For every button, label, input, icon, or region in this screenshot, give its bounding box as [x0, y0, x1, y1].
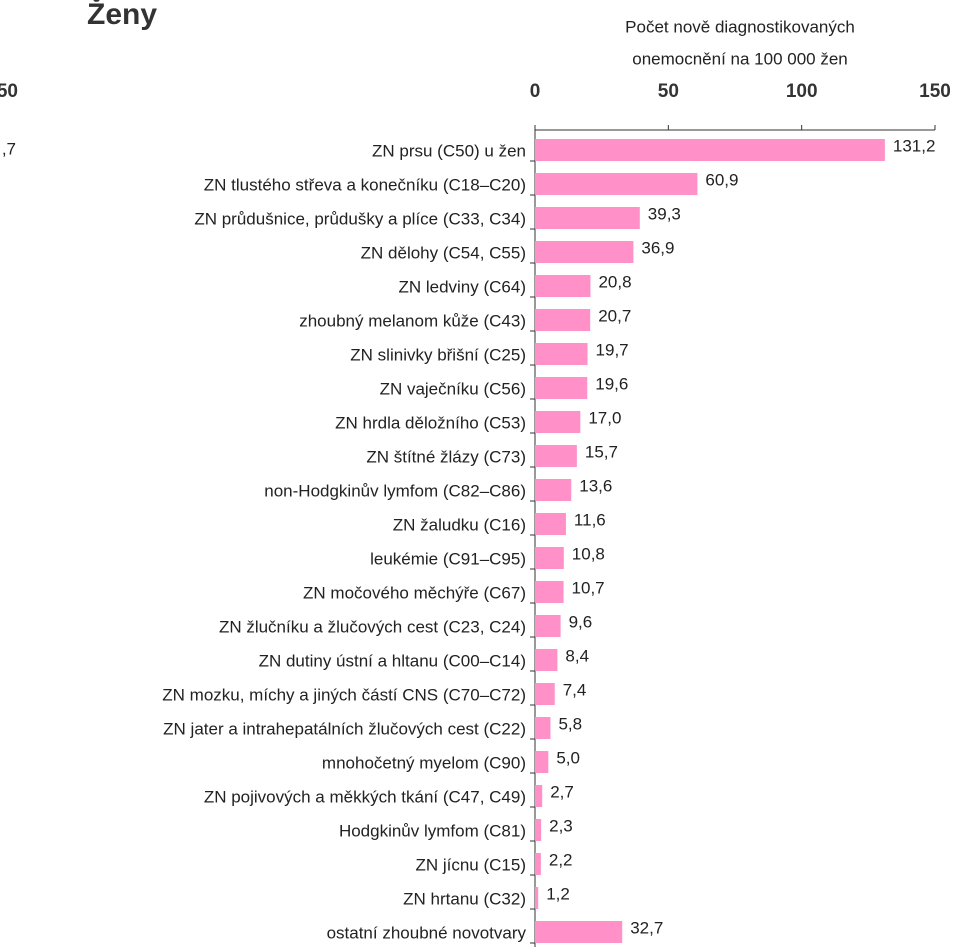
value-label: 7,4 [563, 680, 587, 699]
bar [535, 717, 551, 739]
y-tick-label: mnohočetný myelom (C90) [322, 753, 526, 772]
bar [535, 513, 566, 535]
bar [535, 309, 591, 331]
bar [535, 445, 577, 467]
value-label: 19,6 [595, 374, 628, 393]
y-tick-label: ZN jícnu (C15) [415, 855, 526, 874]
value-label: 17,0 [588, 408, 621, 427]
value-label: 32,7 [630, 918, 663, 937]
y-tick-label: leukémie (C91–C95) [370, 549, 526, 568]
x-tick-label: 100 [786, 81, 818, 102]
value-label: 2,2 [549, 850, 573, 869]
bar [535, 683, 555, 705]
y-tick-label: ZN průdušnice, průdušky a plíce (C33, C3… [194, 209, 526, 228]
y-tick-label: ZN močového měchýře (C67) [303, 583, 526, 602]
bar [535, 819, 542, 841]
y-tick-label: ZN žaludku (C16) [393, 515, 526, 534]
bar [535, 343, 588, 365]
y-tick-label: ZN prsu (C50) u žen [372, 141, 526, 160]
y-tick-label: ZN jater a intrahepatálních žlučových ce… [163, 719, 526, 738]
y-tick-label: ZN ledviny (C64) [398, 277, 526, 296]
value-label: 39,3 [648, 204, 681, 223]
bar [535, 207, 640, 229]
value-label: 5,0 [556, 748, 580, 767]
value-label: 2,3 [549, 816, 573, 835]
cropped-tick: 50 [0, 81, 18, 102]
y-tick-label: ZN štítné žlázy (C73) [366, 447, 526, 466]
value-label: 11,6 [574, 510, 606, 529]
bar [535, 615, 561, 637]
bar [535, 377, 588, 399]
y-tick-label: ostatní zhoubné novotvary [327, 923, 527, 942]
chart-title: Ženy [87, 0, 157, 31]
value-label: 10,7 [572, 578, 605, 597]
y-tick-label: non-Hodgkinův lymfom (C82–C86) [264, 481, 526, 500]
bar [535, 751, 549, 773]
value-label: 60,9 [705, 170, 738, 189]
bar [535, 547, 564, 569]
value-label: 15,7 [585, 442, 618, 461]
cropped-label: ,7 [2, 139, 16, 158]
y-tick-label: ZN pojivových a měkkých tkání (C47, C49) [204, 787, 526, 806]
value-label: 131,2 [893, 136, 936, 155]
value-label: 9,6 [569, 612, 593, 631]
y-tick-label: ZN dutiny ústní a hltanu (C00–C14) [259, 651, 526, 670]
y-tick-label: ZN mozku, míchy a jiných částí CNS (C70–… [162, 685, 526, 704]
x-tick-label: 50 [658, 81, 679, 102]
axis-title: Počet nově diagnostikovaných [625, 17, 855, 36]
x-tick-label: 150 [919, 81, 951, 102]
y-tick-label: ZN hrtanu (C32) [403, 889, 526, 908]
value-label: 2,7 [550, 782, 574, 801]
y-tick-label: zhoubný melanom kůže (C43) [299, 311, 526, 330]
y-tick-label: ZN hrdla děložního (C53) [335, 413, 526, 432]
bar [535, 649, 558, 671]
value-label: 5,8 [558, 714, 582, 733]
bar [535, 139, 885, 161]
axis-title: onemocnění na 100 000 žen [632, 49, 848, 68]
value-label: 19,7 [596, 340, 629, 359]
value-label: 20,8 [598, 272, 631, 291]
bar [535, 479, 572, 501]
y-tick-label: Hodgkinův lymfom (C81) [339, 821, 526, 840]
y-tick-label: ZN slinivky břišní (C25) [350, 345, 526, 364]
bar [535, 887, 539, 909]
x-tick-label: 0 [530, 81, 541, 102]
value-label: 20,7 [598, 306, 631, 325]
y-tick-label: ZN dělohy (C54, C55) [361, 243, 526, 262]
bar [535, 241, 634, 263]
bar [535, 173, 698, 195]
y-tick-label: ZN žlučníku a žlučových cest (C23, C24) [219, 617, 526, 636]
value-label: 1,2 [546, 884, 570, 903]
bar [535, 921, 623, 943]
bar [535, 785, 543, 807]
bar [535, 853, 541, 875]
y-tick-label: ZN vaječníku (C56) [380, 379, 526, 398]
bar [535, 275, 591, 297]
bar [535, 411, 581, 433]
value-label: 36,9 [641, 238, 674, 257]
value-label: 10,8 [572, 544, 605, 563]
value-label: 13,6 [579, 476, 612, 495]
y-tick-label: ZN tlustého střeva a konečníku (C18–C20) [204, 175, 526, 194]
bar [535, 581, 564, 603]
value-label: 8,4 [565, 646, 589, 665]
